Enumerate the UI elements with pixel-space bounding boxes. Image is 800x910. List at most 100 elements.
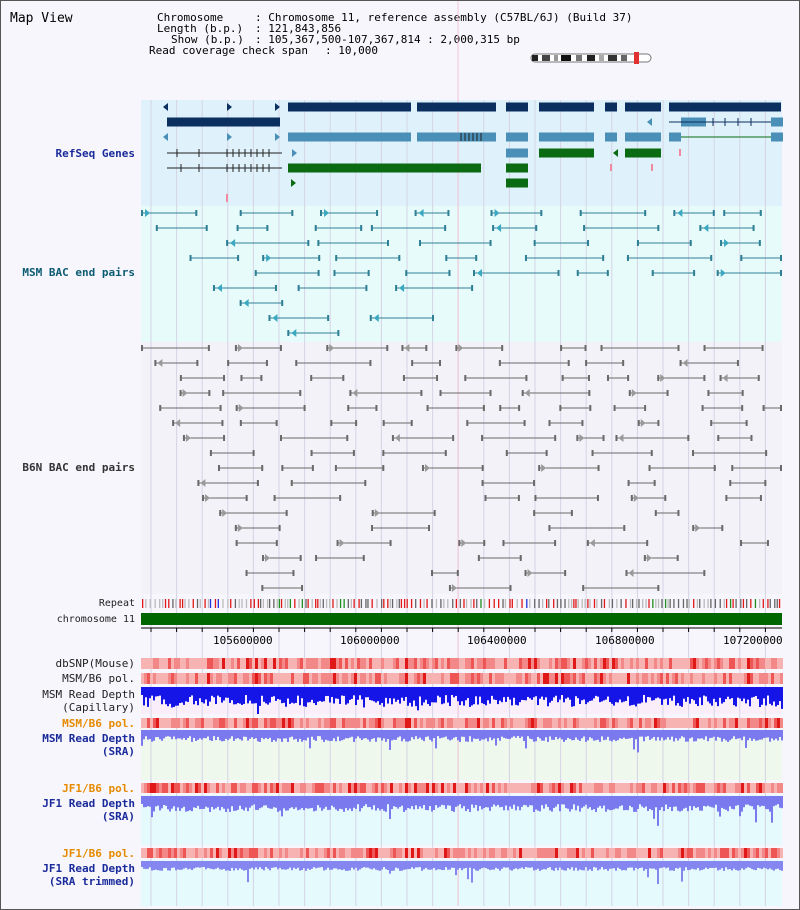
heat-cell — [165, 783, 168, 793]
bac-end — [252, 450, 255, 456]
heat-cell — [747, 783, 750, 793]
depth-bar — [755, 861, 757, 871]
depth-bar — [723, 687, 725, 703]
depth-bar — [387, 796, 389, 805]
bac-end — [391, 435, 394, 441]
bac-end — [367, 270, 370, 276]
heat-cell — [294, 783, 297, 793]
strand-arrow — [660, 374, 666, 382]
depth-bar — [275, 730, 277, 742]
track-label-refseq[interactable]: RefSeq Genes — [55, 147, 135, 160]
depth-bar — [737, 861, 739, 871]
heat-cell — [777, 673, 780, 684]
depth-bar — [731, 687, 733, 699]
heat-cell — [690, 783, 693, 793]
heat-cell — [486, 718, 489, 728]
heat-cell — [210, 783, 213, 793]
heat-cell — [159, 673, 162, 684]
heat-cell — [282, 718, 285, 728]
depth-bar — [321, 730, 323, 740]
depth-bar — [499, 861, 501, 871]
depth-bar — [745, 730, 747, 748]
heat-cell — [552, 718, 555, 728]
heat-cell — [342, 658, 345, 669]
depth-bar — [509, 796, 511, 807]
bac-end — [364, 480, 367, 486]
repeat-element — [465, 599, 468, 608]
bac-end — [401, 345, 404, 351]
heat-cell — [663, 783, 666, 793]
heat-cell — [387, 673, 390, 684]
depth-bar — [721, 796, 723, 808]
heat-cell — [744, 718, 747, 728]
strand-arrow — [646, 554, 652, 562]
depth-bar — [627, 796, 629, 811]
heat-cell — [183, 658, 186, 669]
heat-cell — [444, 658, 447, 669]
depth-bar — [379, 687, 381, 705]
strand-arrow — [724, 239, 730, 247]
repeat-element — [575, 599, 577, 608]
depth-bar — [449, 730, 451, 741]
depth-bar — [297, 861, 299, 868]
depth-bar — [407, 687, 409, 706]
track-label-b6n-bac[interactable]: B6N BAC end pairs — [22, 461, 135, 474]
depth-bar — [317, 730, 319, 737]
heat-cell — [615, 848, 618, 858]
bac-end — [576, 435, 579, 441]
heat-cell — [606, 658, 609, 669]
bac-end — [370, 525, 373, 531]
depth-bar — [761, 730, 763, 740]
bac-end — [559, 405, 562, 411]
depth-bar — [521, 730, 523, 737]
heat-cell — [726, 783, 729, 793]
heat-cell — [594, 783, 597, 793]
heat-cell — [687, 783, 690, 793]
bac-end — [518, 405, 521, 411]
repeat-element — [463, 599, 465, 608]
depth-bar — [391, 687, 393, 705]
depth-bar — [413, 796, 415, 810]
repeat-element — [360, 599, 363, 608]
depth-bar — [773, 730, 775, 741]
depth-bar — [375, 796, 377, 811]
heat-cell — [741, 658, 744, 669]
heat-cell — [567, 658, 570, 669]
depth-bar — [205, 687, 207, 700]
depth-bar — [711, 687, 713, 706]
depth-bar — [729, 730, 731, 741]
depth-bar — [269, 796, 271, 809]
heat-cell — [708, 658, 711, 669]
bac-end — [729, 480, 732, 486]
depth-bar — [247, 687, 249, 704]
heat-cell — [534, 718, 537, 728]
heat-cell — [681, 658, 684, 669]
depth-bar — [775, 687, 777, 707]
depth-bar — [541, 796, 543, 806]
track-label-msm-bac[interactable]: MSM BAC end pairs — [22, 266, 135, 279]
depth-bar — [655, 796, 657, 808]
heat-cell — [495, 673, 498, 684]
heat-cell — [252, 783, 255, 793]
heat-cell — [390, 783, 393, 793]
depth-bar — [635, 796, 637, 812]
depth-bar — [329, 796, 331, 810]
heat-cell — [273, 673, 276, 684]
depth-bar — [163, 687, 165, 700]
heat-cell — [681, 673, 684, 684]
heat-cell — [717, 673, 720, 684]
heat-cell — [582, 658, 585, 669]
heat-cell — [399, 783, 402, 793]
strand-arrow — [291, 179, 296, 187]
bac-end — [274, 285, 277, 291]
heat-cell — [309, 718, 312, 728]
heat-cell — [303, 658, 306, 669]
heat-cell — [486, 848, 489, 858]
depth-bar — [425, 730, 427, 737]
depth-bar — [219, 861, 221, 870]
depth-bar — [637, 796, 639, 809]
depth-bar — [641, 730, 643, 737]
length-key: Length (b.p.) — [157, 22, 244, 35]
heat-cell — [156, 783, 159, 793]
